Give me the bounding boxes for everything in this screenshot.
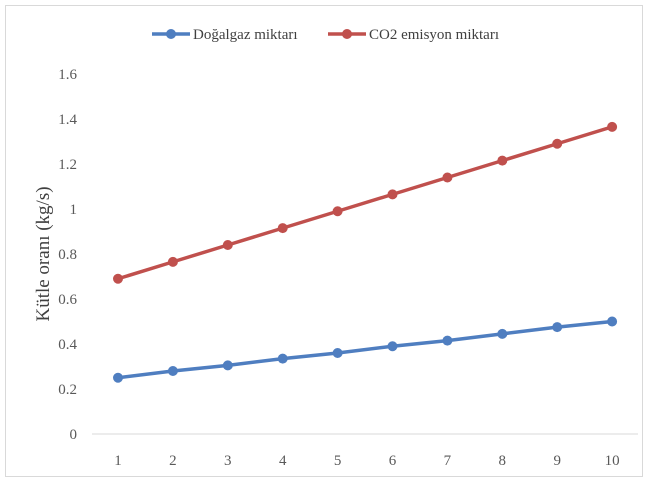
data-point (277, 353, 288, 364)
x-tick-label: 5 (334, 453, 342, 469)
series-line (116, 125, 614, 281)
series-layer (113, 121, 618, 383)
legend: Doğalgaz miktarı CO2 emisyon miktarı (152, 27, 499, 43)
legend-label: Doğalgaz miktarı (193, 27, 298, 43)
y-axis-title: Kütle oranı (kg/s) (33, 186, 54, 321)
data-point (607, 316, 618, 327)
chart-frame (5, 5, 643, 477)
legend-swatch-marker (166, 29, 176, 39)
data-point (222, 240, 233, 250)
x-tick-label: 9 (553, 453, 561, 469)
data-point (442, 172, 453, 183)
data-point (113, 372, 123, 383)
legend-swatch-marker (342, 29, 352, 39)
data-point (332, 348, 343, 358)
data-point (167, 366, 178, 376)
x-tick-label: 6 (389, 453, 397, 469)
y-tick-label: 0.2 (58, 382, 77, 398)
legend-item: Doğalgaz miktarı (152, 27, 298, 43)
series-2 (113, 121, 618, 284)
x-tick-label: 7 (444, 453, 452, 469)
y-axis-ticks: 0 0.2 0.4 0.6 0.8 1 1.2 1.4 1.6 (58, 67, 77, 443)
data-point (442, 335, 453, 346)
data-point (277, 223, 288, 234)
y-tick-label: 0 (70, 427, 78, 443)
x-tick-label: 1 (114, 453, 122, 469)
x-tick-label: 4 (279, 453, 287, 469)
x-axis-ticks: 1 2 3 4 5 6 7 8 9 10 (114, 453, 619, 469)
data-point (552, 138, 563, 149)
x-tick-label: 3 (224, 453, 232, 469)
legend-label: CO2 emisyon miktarı (369, 27, 499, 43)
data-point (167, 256, 178, 267)
x-tick-label: 8 (499, 453, 507, 469)
data-point (113, 273, 123, 284)
series-line (116, 319, 614, 380)
data-point (607, 121, 618, 132)
y-tick-label: 0.8 (58, 247, 77, 263)
y-tick-label: 1.4 (58, 112, 77, 128)
data-point (497, 155, 508, 166)
data-point (387, 341, 398, 352)
series-1 (113, 316, 618, 383)
data-point (222, 360, 233, 371)
y-tick-label: 0.4 (58, 337, 77, 353)
y-tick-label: 1.6 (58, 67, 77, 83)
data-point (387, 189, 398, 200)
data-point (332, 206, 343, 217)
x-tick-label: 2 (169, 453, 177, 469)
y-tick-label: 0.6 (58, 292, 77, 308)
x-tick-label: 10 (605, 453, 620, 469)
data-point (552, 322, 563, 333)
y-tick-label: 1.2 (58, 157, 77, 173)
data-point (497, 328, 508, 339)
y-tick-label: 1 (70, 202, 78, 218)
legend-item: CO2 emisyon miktarı (328, 27, 499, 43)
